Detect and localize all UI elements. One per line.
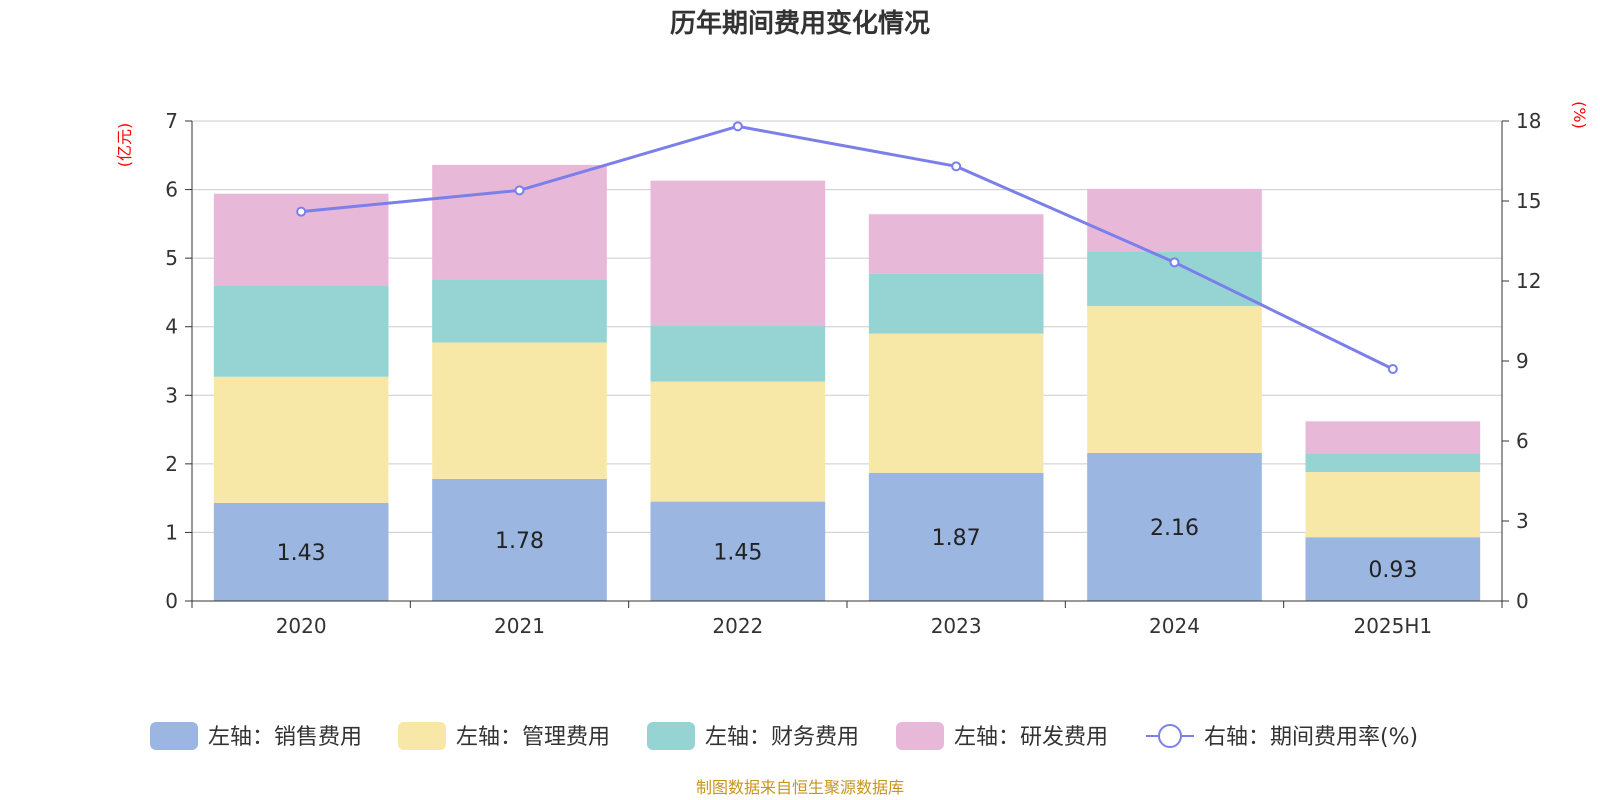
x-axis-tick-label: 2022: [712, 614, 763, 638]
rate-point: [951, 161, 962, 172]
bar-segment: [432, 342, 607, 479]
x-axis-tick-label: 2021: [494, 614, 545, 638]
bar-segment: [868, 273, 1044, 334]
bar-segment: [650, 180, 826, 327]
bar-segment: [213, 502, 389, 601]
bar-data-label: 2.16: [1150, 516, 1199, 541]
legend-swatch: [150, 722, 198, 750]
left-axis-tick-label: 3: [165, 383, 178, 407]
rate-line-path: [301, 124, 1394, 371]
right-axis-tick-label: 12: [1516, 269, 1541, 293]
bar-segment: [213, 285, 389, 377]
legend-label: 右轴：期间费用率(%): [1204, 725, 1418, 750]
left-axis-tick-label: 1: [165, 520, 178, 544]
bar-segment: [868, 214, 1044, 274]
legend: 左轴：销售费用 左轴：管理费用 左轴：财务费用 左轴：研发费用 右轴：期间费用率(%): [150, 722, 1418, 750]
bar-segment: [868, 472, 1044, 601]
bar-segment: [868, 333, 1044, 473]
data-source: 制图数据来自恒生聚源数据库: [696, 778, 904, 797]
rate-point: [514, 185, 525, 196]
legend-swatch: [398, 722, 446, 750]
left-axis-tick-label: 0: [165, 589, 178, 613]
rate-point: [732, 121, 743, 132]
rate-point: [1387, 364, 1398, 374]
bar-segment: [1087, 452, 1262, 601]
x-axis-tick-label: 2025H1: [1353, 614, 1432, 638]
bar-segment: [650, 326, 826, 382]
bar-segment: [1305, 453, 1481, 473]
bar-segment: [432, 164, 607, 280]
right-axis-tick-label: 9: [1516, 349, 1529, 373]
bar-data-label: 1.45: [713, 540, 762, 565]
right-axis-tick-label: 15: [1516, 189, 1541, 213]
bars: [213, 164, 1481, 601]
right-axis-tick-label: 18: [1516, 109, 1541, 133]
right-axis-tick-label: 0: [1516, 589, 1529, 613]
bar-data-label: 0.93: [1368, 558, 1417, 583]
left-axis-tick-label: 4: [165, 315, 178, 339]
x-axis-tick-label: 2024: [1149, 614, 1200, 638]
x-axis-tick-label: 2020: [276, 614, 327, 638]
gridlines: [192, 120, 1502, 533]
rate-line: [296, 121, 1398, 374]
legend-swatch-circle: [1158, 724, 1182, 748]
bar-segment: [432, 478, 607, 601]
legend-swatch: [647, 722, 695, 750]
bar-data-label: 1.87: [932, 526, 981, 551]
bar-segment: [650, 381, 826, 502]
bar-data-label: 1.78: [495, 529, 544, 554]
bar-data-label: 1.43: [277, 541, 326, 566]
right-axis-unit: (%): [1570, 101, 1589, 129]
bar-segment: [1305, 537, 1481, 601]
bar-segment: [1087, 306, 1262, 453]
rate-point: [296, 206, 307, 217]
left-axis-unit: (亿元): [115, 123, 134, 168]
left-axis-tick-label: 5: [165, 246, 178, 270]
rate-point: [1169, 257, 1180, 268]
x-axis-tick-label: 2023: [931, 614, 982, 638]
legend-label: 左轴：管理费用: [456, 725, 610, 750]
bar-segment: [213, 376, 389, 503]
bar-segment: [1087, 188, 1262, 252]
bar-segment: [1305, 472, 1481, 538]
left-axis-tick-label: 2: [165, 452, 178, 476]
left-axis-tick-label: 7: [165, 109, 178, 133]
chart-title: 历年期间费用变化情况: [670, 8, 930, 39]
left-axis-tick-label: 6: [165, 178, 178, 202]
bar-segment: [650, 501, 826, 601]
right-axis-tick-label: 6: [1516, 429, 1529, 453]
bar-segment: [1305, 421, 1481, 454]
legend-swatch: [896, 722, 944, 750]
data-labels: 1.43 1.78 1.45 1.87 2.16 0.93: [277, 516, 1418, 583]
legend-label: 左轴：研发费用: [954, 725, 1108, 750]
legend-label: 左轴：财务费用: [705, 725, 859, 750]
bar-segment: [432, 279, 607, 343]
right-axis-tick-label: 3: [1516, 509, 1529, 533]
legend-label: 左轴：销售费用: [208, 725, 362, 750]
